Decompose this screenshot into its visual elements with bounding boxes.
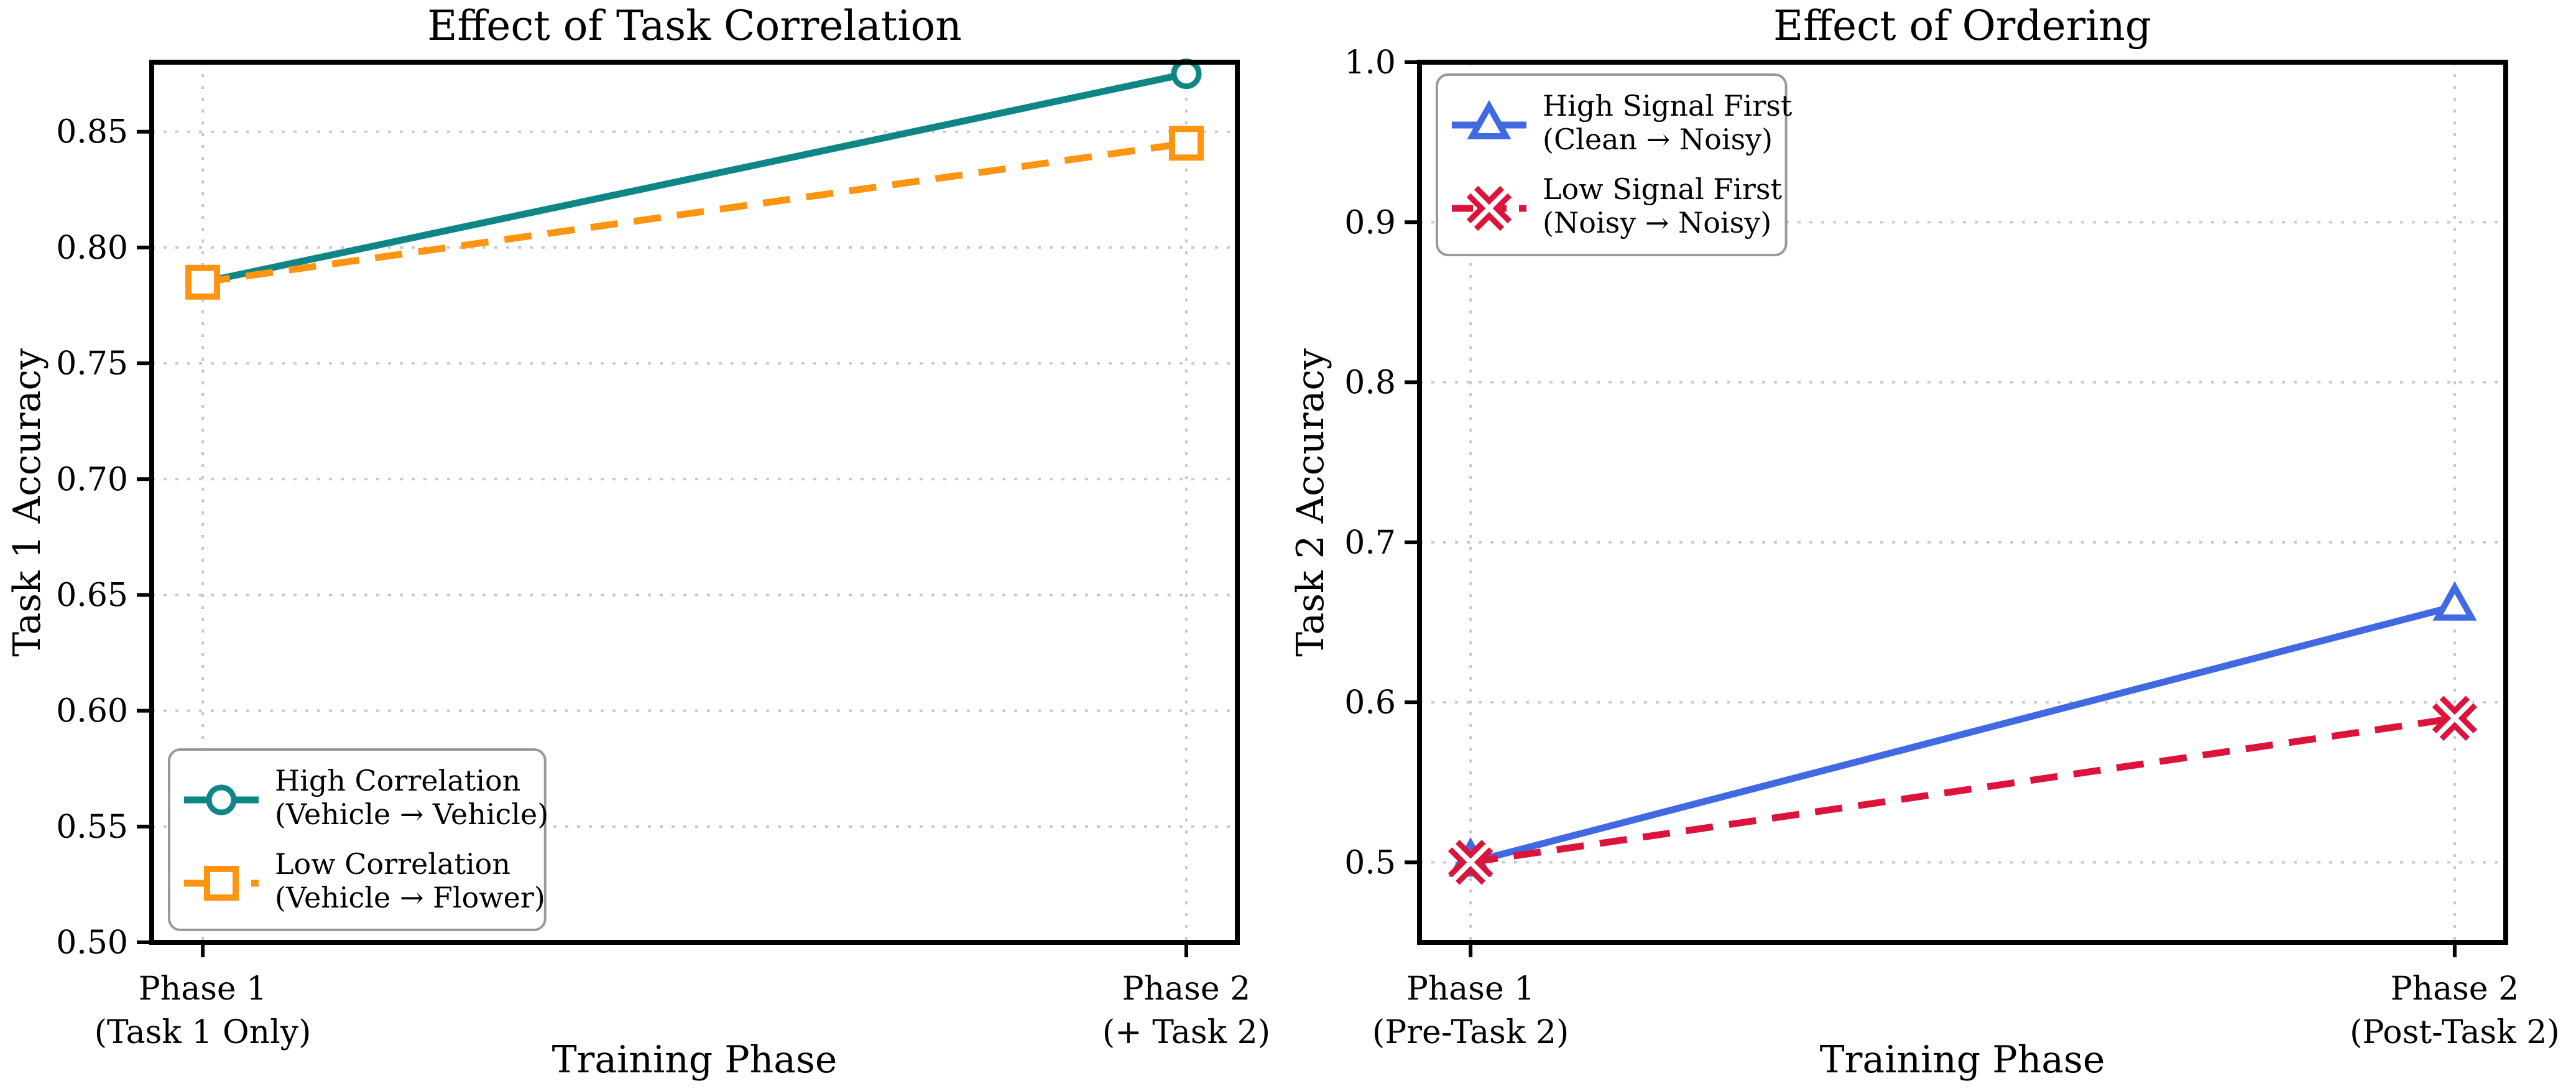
data-point-marker	[1171, 58, 1202, 90]
legend-label: Low Signal First (Noisy → Noisy)	[1543, 172, 1783, 239]
y-tick-label: 0.5	[1344, 844, 1396, 881]
left-chart-title: Effect of Task Correlation	[427, 2, 962, 50]
data-point-marker-inner	[2436, 699, 2473, 737]
left-y-axis-label: Task 1 Accuracy	[6, 348, 49, 657]
y-tick-label: 1.0	[1344, 44, 1396, 81]
y-tick-label: 0.6	[1344, 684, 1396, 722]
y-tick-label: 0.80	[56, 230, 128, 267]
data-point-marker	[204, 866, 239, 901]
y-tick-label: 0.55	[56, 809, 128, 846]
legend-label: High Signal First (Clean → Noisy)	[1543, 89, 1793, 156]
y-tick-label: 0.65	[56, 577, 128, 614]
y-tick-label: 0.9	[1344, 204, 1396, 241]
data-point-marker	[1467, 100, 1512, 139]
y-tick-label: 0.8	[1344, 364, 1396, 402]
y-tick-label: 0.60	[56, 693, 128, 730]
chart-ordering: 0.5 0.6 0.7 0.8 0.9 1.0 Phase 1 (Pre-Task 2) Pha…	[1344, 44, 2559, 1051]
legend-label: High Correlation (Vehicle → Vehicle)	[275, 764, 548, 831]
x-tick-label: Phase 1 (Task 1 Only)	[95, 970, 312, 1051]
x-tick-label: Phase 2 (+ Task 2)	[1102, 970, 1270, 1051]
x-tick-label: Phase 2 (Post-Task 2)	[2350, 970, 2560, 1051]
left-x-axis-label: Training Phase	[552, 1038, 838, 1082]
y-tick-label: 0.75	[56, 345, 128, 383]
data-point-marker-inner	[1470, 190, 1508, 227]
legend-label: Low Correlation (Vehicle → Flower)	[275, 847, 545, 914]
right-x-axis-label: Training Phase	[1820, 1038, 2105, 1082]
right-chart-title: Effect of Ordering	[1773, 2, 2151, 50]
x-tick-label: Phase 1 (Pre-Task 2)	[1372, 970, 1569, 1051]
data-point-marker	[1168, 126, 1204, 161]
right-y-axis-label: Task 2 Accuracy	[1289, 348, 1332, 657]
y-tick-label: 0.70	[56, 461, 128, 498]
series-line	[202, 139, 1187, 286]
data-point-marker-inner	[1452, 843, 1489, 881]
series-line	[201, 70, 1188, 286]
series-line	[1470, 715, 2455, 866]
axis-spines	[149, 60, 1240, 945]
data-point-marker	[206, 784, 237, 815]
y-tick-label: 0.85	[56, 114, 128, 151]
axis-spines	[1417, 60, 2508, 945]
legend-box	[168, 748, 547, 931]
data-point-marker	[2432, 581, 2477, 621]
series-line	[1469, 603, 2456, 866]
data-point-marker	[185, 264, 221, 300]
chart-task-correlation: 0.50 0.55 0.60 0.65 0.70 0.75 0.80 0.85 Phase 1(…	[56, 58, 1270, 1051]
y-tick-label: 0.7	[1344, 524, 1396, 562]
y-tick-label: 0.50	[56, 924, 128, 962]
